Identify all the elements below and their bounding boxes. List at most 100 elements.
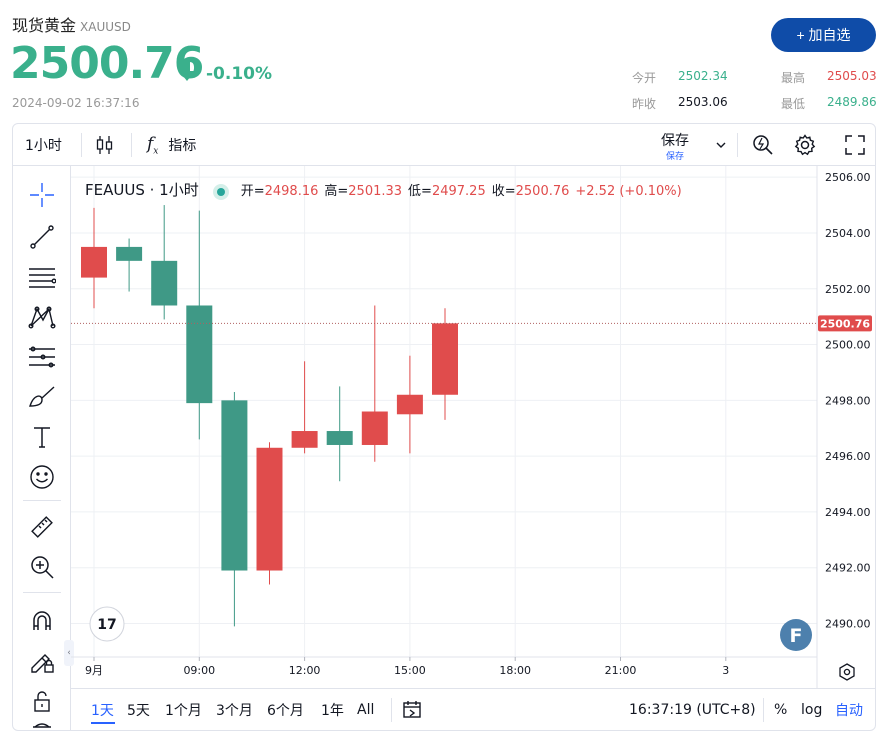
candle[interactable] — [326, 386, 353, 482]
candle-body — [151, 260, 178, 306]
ohlc-legend: FEAUUS · 1小时 开=2498.16 高=2501.33 低=2497.25 收… — [85, 179, 688, 200]
toolbar-divider — [131, 133, 132, 157]
market-status-dot — [216, 187, 225, 196]
stat-prev-close-label: 昨收 — [632, 97, 657, 111]
gear-icon[interactable] — [793, 124, 817, 166]
stat-open-label: 今开 — [632, 71, 657, 85]
emoji-icon[interactable] — [27, 462, 57, 492]
text-icon[interactable] — [27, 422, 57, 452]
candle-body — [291, 431, 318, 448]
magnet-icon[interactable] — [27, 606, 57, 636]
candle-body — [256, 447, 283, 571]
stat-prev-close-value: 2503.06 — [678, 95, 728, 109]
crosshair-icon[interactable] — [27, 180, 57, 210]
candle[interactable] — [396, 355, 423, 454]
range-1d[interactable]: 1天 — [91, 703, 114, 719]
price-tick-label: 2490.00 — [825, 618, 871, 631]
interval-button[interactable]: 1小时 — [25, 138, 62, 154]
rangebar-divider — [763, 698, 764, 722]
current-price: 2500.76 — [10, 38, 204, 89]
range-1m[interactable]: 1个月 — [165, 703, 202, 719]
legend-symbol: FEAUUS · 1小时 — [85, 181, 199, 199]
arrow-down-icon — [179, 61, 195, 81]
candle[interactable] — [116, 238, 143, 292]
price-chart[interactable]: 2500.76 2490.00 2492.00 2494.00 2496.00 2498… — [13, 166, 875, 688]
range-all[interactable]: All — [357, 702, 375, 718]
time-tick-label: 9月 — [85, 664, 103, 677]
candle-body — [361, 411, 388, 445]
current-price-tag-label: 2500.76 — [820, 317, 870, 330]
chart-toolbar: 1小时 fx 指标 保存 保存 — [13, 124, 875, 166]
fib-retracement-icon[interactable] — [27, 342, 57, 372]
candle-body — [432, 323, 458, 395]
range-3m[interactable]: 3个月 — [216, 703, 253, 719]
candle[interactable] — [151, 205, 178, 320]
percent-toggle[interactable]: % — [774, 702, 788, 718]
add-watchlist-button[interactable]: + 加自选 — [771, 18, 876, 52]
fx-icon: fx — [147, 133, 159, 157]
tradingview-logo-icon[interactable]: 17 — [89, 606, 125, 642]
stat-open-value: 2502.34 — [678, 69, 728, 83]
stat-high-label: 最高 — [781, 71, 806, 85]
chevron-down-icon[interactable] — [715, 124, 727, 166]
lock-icon[interactable] — [27, 686, 57, 716]
candles — [81, 205, 458, 627]
current-price-tag — [818, 315, 872, 332]
zoom-in-icon[interactable] — [27, 552, 57, 582]
range-bar: 1天 5天 1个月 3个月 6个月 1年 All 16:37:19 (UTC+8… — [71, 688, 875, 730]
time-axis: 9月 09:00 12:00 15:00 18:00 21:00 3 — [85, 657, 729, 677]
tools-divider — [23, 592, 61, 593]
rangebar-divider — [391, 698, 392, 722]
current-price-line: 2500.76 — [71, 315, 872, 332]
price-tick-label: 2492.00 — [825, 562, 871, 575]
instrument-title: 现货黄金 XAUUSD — [12, 12, 131, 36]
time-tick-label: 18:00 — [499, 664, 531, 677]
candle-body — [221, 400, 248, 571]
toolbar-divider — [81, 133, 82, 157]
goto-date-icon[interactable] — [401, 689, 423, 730]
log-toggle[interactable]: log — [801, 702, 823, 718]
indicators-button[interactable]: fx 指标 — [147, 124, 196, 166]
active-range-underline — [91, 722, 115, 724]
range-1y[interactable]: 1年 — [321, 703, 344, 719]
candle[interactable] — [256, 442, 283, 585]
legend-open-label: 开= — [240, 184, 265, 199]
candle[interactable] — [81, 207, 107, 309]
horizontal-lines-icon[interactable] — [27, 262, 57, 292]
candle[interactable] — [361, 305, 388, 462]
candle[interactable] — [291, 361, 318, 454]
time-tick-label: 09:00 — [183, 664, 215, 677]
quote-timestamp: 2024-09-02 16:37:16 — [12, 96, 140, 110]
candle[interactable] — [186, 210, 213, 440]
range-6m[interactable]: 6个月 — [267, 703, 304, 719]
brush-icon[interactable] — [27, 382, 57, 412]
save-button[interactable]: 保存 保存 — [655, 130, 695, 162]
pattern-icon[interactable] — [27, 302, 57, 332]
candle[interactable] — [432, 308, 458, 420]
price-tick-label: 2498.00 — [825, 394, 871, 407]
price-tick-label: 2500.00 — [825, 339, 871, 352]
candlestick-type-icon[interactable] — [95, 124, 115, 166]
chart-grid — [71, 166, 817, 657]
f-badge-icon[interactable]: F — [780, 619, 812, 651]
auto-scale-toggle[interactable]: 自动 — [835, 703, 863, 719]
collapse-toolbar-handle[interactable]: ‹ — [64, 640, 74, 666]
trash-icon[interactable] — [27, 720, 57, 730]
quick-search-icon[interactable] — [751, 124, 775, 166]
price-tick-label: 2504.00 — [825, 227, 871, 240]
axis-settings-icon[interactable] — [839, 663, 855, 681]
fullscreen-icon[interactable] — [845, 124, 865, 166]
ruler-icon[interactable] — [27, 512, 57, 542]
price-tick-label: 2494.00 — [825, 506, 871, 519]
candle-body — [81, 246, 107, 278]
pencil-lock-icon[interactable] — [27, 646, 57, 676]
legend-low-label: 低= — [408, 184, 432, 199]
clock-timezone[interactable]: 16:37:19 (UTC+8) — [629, 702, 756, 718]
range-5d[interactable]: 5天 — [127, 703, 150, 719]
trend-line-icon[interactable] — [27, 222, 57, 252]
candle[interactable] — [221, 391, 248, 627]
time-tick-label: 21:00 — [605, 664, 637, 677]
save-label: 保存 — [661, 133, 689, 149]
svg-text:17: 17 — [97, 617, 116, 633]
candle-body — [116, 246, 143, 261]
